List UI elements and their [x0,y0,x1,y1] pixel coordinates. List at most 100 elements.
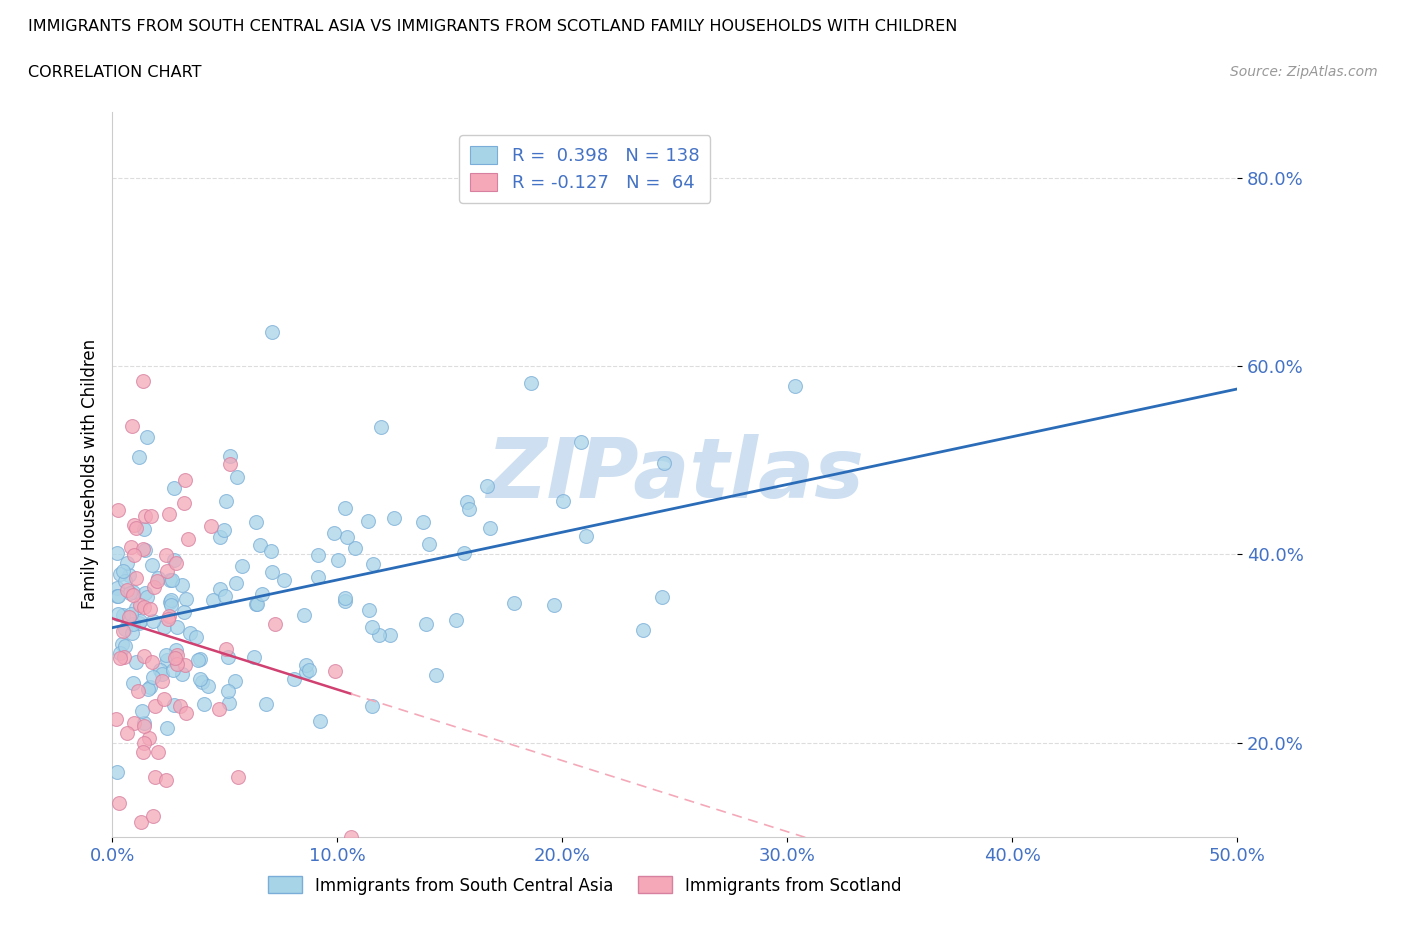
Point [108,566,131,581]
Point [125,520,148,535]
Point [129,597,152,612]
Point [107,502,129,517]
Point [246,597,269,612]
Point [165,555,187,570]
Point [150,673,173,688]
Point [361,557,384,572]
Point [214,588,236,603]
Point [173,495,195,510]
Point [260,325,283,339]
Point [323,525,346,540]
Point [250,587,273,602]
Point [174,472,197,487]
Legend: Immigrants from South Central Asia, Immigrants from Scotland: Immigrants from South Central Asia, Immi… [262,870,908,901]
Point [134,543,156,558]
Point [412,515,434,530]
Point [149,662,172,677]
Point [202,593,225,608]
Point [134,509,156,524]
Point [783,379,806,393]
Point [209,581,232,596]
Point [143,770,166,785]
Point [215,494,238,509]
Point [218,457,240,472]
Point [380,627,402,642]
Point [249,538,271,552]
Point [136,430,159,445]
Point [633,623,655,638]
Point [197,678,219,693]
Point [122,585,145,600]
Point [200,519,222,534]
Point [162,663,184,678]
Point [114,621,136,636]
Point [163,481,186,496]
Point [157,608,180,623]
Point [208,701,231,716]
Point [138,602,160,617]
Point [121,676,143,691]
Point [132,718,155,733]
Point [382,511,405,525]
Point [569,434,592,449]
Point [120,586,142,601]
Point [214,523,236,538]
Point [141,655,163,670]
Point [177,532,200,547]
Point [146,574,169,589]
Point [367,628,389,643]
Point [114,573,136,588]
Point [150,667,173,682]
Point [115,725,138,740]
Point [292,607,315,622]
Point [159,595,181,610]
Point [343,540,366,555]
Point [141,558,163,573]
Point [153,691,176,706]
Point [125,601,148,616]
Point [115,583,138,598]
Point [143,698,166,713]
Point [231,559,253,574]
Point [108,645,131,660]
Point [160,573,183,588]
Point [226,470,249,485]
Point [173,658,195,672]
Point [228,770,250,785]
Point [217,650,239,665]
Point [444,613,467,628]
Point [307,569,329,584]
Point [245,514,267,529]
Point [224,673,246,688]
Point [519,376,541,391]
Point [111,636,134,651]
Point [174,706,197,721]
Point [188,651,211,666]
Point [105,545,128,560]
Point [172,578,194,592]
Point [187,653,209,668]
Point [153,619,176,634]
Point [652,455,675,470]
Point [125,655,148,670]
Point [112,649,135,664]
Point [295,664,318,679]
Point [357,603,380,618]
Point [124,716,146,731]
Point [159,572,181,587]
Text: ZIPatlas: ZIPatlas [486,433,863,515]
Point [134,600,156,615]
Point [132,648,155,663]
Point [134,586,156,601]
Point [166,647,188,662]
Point [155,773,177,788]
Point [176,591,198,606]
Point [170,667,193,682]
Text: CORRELATION CHART: CORRELATION CHART [28,65,201,80]
Point [163,552,186,567]
Point [155,647,177,662]
Point [160,592,183,607]
Point [142,670,165,684]
Point [136,681,159,696]
Point [121,626,143,641]
